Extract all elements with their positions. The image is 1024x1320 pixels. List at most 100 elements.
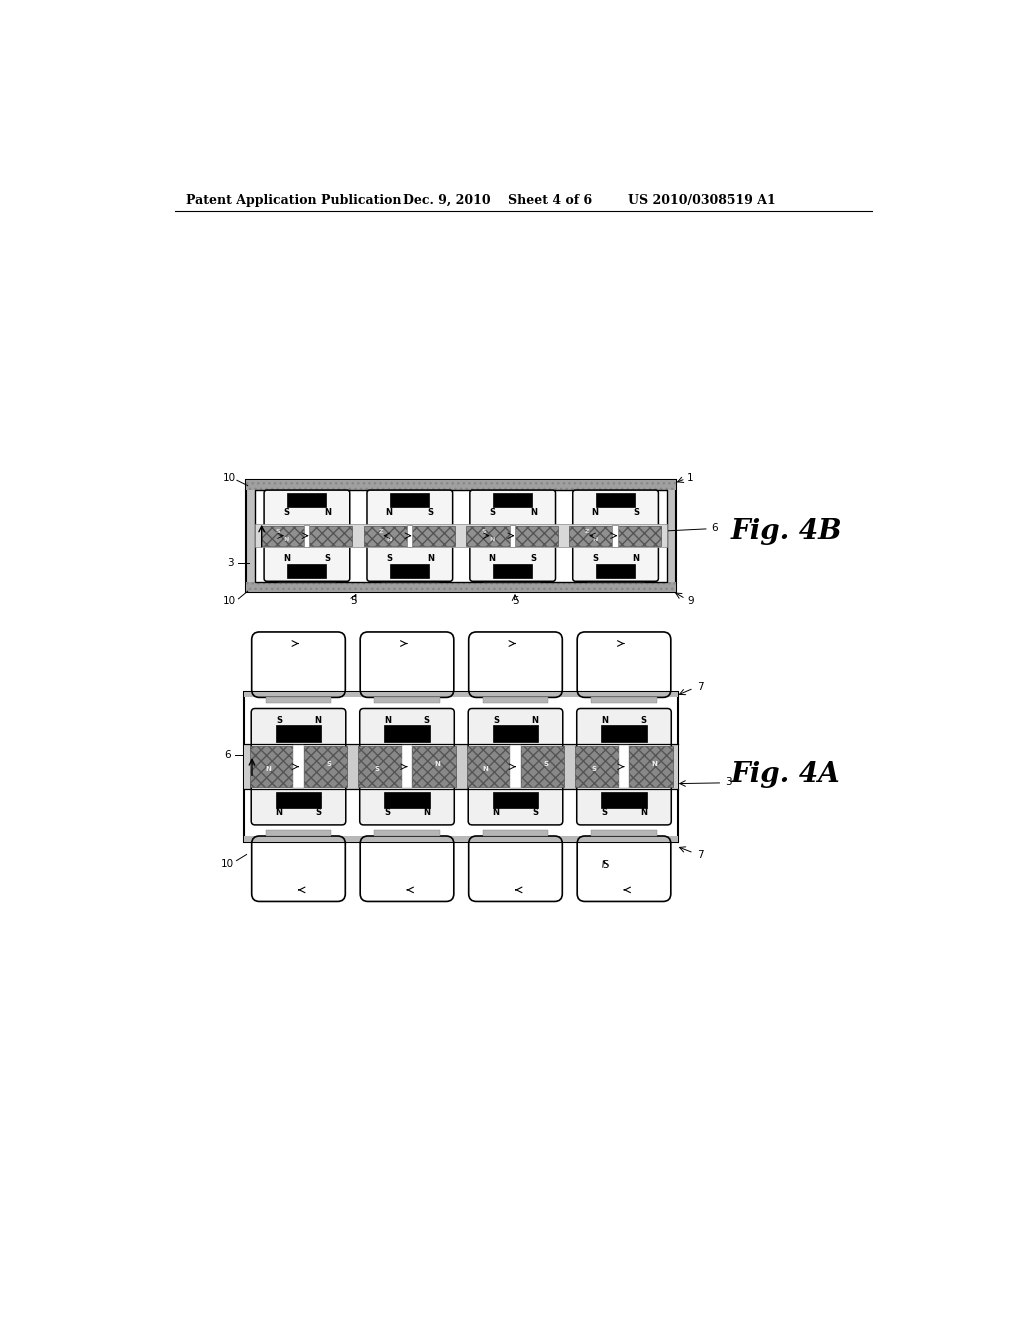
Bar — [250, 747, 293, 787]
Bar — [466, 525, 510, 545]
Text: 7: 7 — [696, 850, 703, 861]
Text: N: N — [493, 808, 500, 817]
Bar — [510, 744, 521, 788]
Text: Dec. 9, 2010: Dec. 9, 2010 — [403, 194, 490, 207]
FancyBboxPatch shape — [367, 490, 453, 536]
Text: 3: 3 — [227, 557, 234, 568]
Bar — [390, 494, 429, 507]
Bar — [575, 747, 618, 787]
Bar — [304, 525, 309, 546]
Text: 1: 1 — [687, 473, 693, 483]
Bar — [612, 525, 617, 546]
Text: 3: 3 — [725, 777, 732, 787]
FancyBboxPatch shape — [470, 490, 556, 536]
Bar — [407, 525, 412, 546]
Bar — [275, 792, 322, 808]
Text: Patent Application Publication: Patent Application Publication — [186, 194, 401, 207]
FancyBboxPatch shape — [572, 536, 658, 581]
Bar — [304, 747, 347, 787]
Text: N: N — [423, 808, 430, 817]
Text: N: N — [324, 508, 331, 517]
Text: S: S — [530, 554, 537, 562]
Bar — [245, 692, 678, 697]
Bar — [390, 564, 429, 578]
Text: S: S — [544, 762, 549, 767]
Bar — [245, 692, 678, 842]
Bar — [384, 792, 430, 808]
Bar — [494, 564, 532, 578]
Text: Z: Z — [585, 529, 589, 535]
FancyBboxPatch shape — [359, 781, 455, 825]
Text: N: N — [651, 762, 657, 767]
FancyBboxPatch shape — [251, 709, 346, 751]
Text: S: S — [276, 715, 282, 725]
Text: N: N — [531, 715, 539, 725]
Text: S: S — [592, 554, 598, 562]
Text: US 2010/0308519 A1: US 2010/0308519 A1 — [628, 194, 775, 207]
Bar — [381, 490, 438, 496]
Bar — [255, 490, 667, 582]
Text: S: S — [374, 766, 379, 772]
Bar — [375, 830, 439, 837]
Text: N: N — [529, 508, 537, 517]
Bar — [266, 697, 331, 704]
Text: N: N — [601, 715, 608, 725]
Text: N: N — [387, 537, 392, 543]
Text: S: S — [424, 715, 429, 725]
Text: 5: 5 — [512, 597, 518, 606]
Text: 6: 6 — [224, 750, 230, 760]
Bar — [493, 792, 539, 808]
Bar — [483, 697, 548, 704]
Bar — [375, 697, 439, 704]
Bar — [413, 747, 456, 787]
Text: N: N — [592, 508, 598, 517]
Text: 5: 5 — [602, 861, 609, 870]
Text: S: S — [427, 508, 433, 517]
Bar — [467, 747, 510, 787]
Text: S: S — [325, 554, 331, 562]
Bar — [618, 744, 630, 788]
Bar — [364, 525, 407, 545]
Bar — [592, 830, 656, 837]
Text: 9: 9 — [687, 597, 693, 606]
FancyBboxPatch shape — [468, 709, 563, 751]
Bar — [401, 744, 413, 788]
Bar — [246, 480, 676, 490]
Bar — [381, 576, 438, 582]
Text: Fig. 4B: Fig. 4B — [730, 519, 842, 545]
FancyBboxPatch shape — [468, 781, 563, 825]
Bar — [601, 725, 647, 742]
FancyBboxPatch shape — [359, 709, 455, 751]
Text: S: S — [284, 508, 290, 517]
Text: 5: 5 — [350, 597, 357, 606]
Bar — [617, 525, 660, 545]
FancyBboxPatch shape — [470, 536, 556, 581]
Text: N: N — [384, 715, 391, 725]
Bar — [592, 697, 656, 704]
FancyBboxPatch shape — [264, 490, 350, 536]
Bar — [596, 494, 635, 507]
Bar — [515, 525, 558, 545]
Bar — [245, 837, 678, 842]
Bar — [601, 792, 647, 808]
Text: 10: 10 — [222, 597, 236, 606]
Bar — [484, 490, 542, 496]
Text: N: N — [265, 766, 271, 772]
Text: N: N — [640, 808, 647, 817]
Bar — [596, 564, 635, 578]
Bar — [246, 480, 676, 591]
Bar — [279, 490, 336, 496]
Text: N: N — [283, 554, 290, 562]
Text: S: S — [641, 715, 646, 725]
Bar — [384, 725, 430, 742]
Text: S: S — [493, 715, 499, 725]
Bar — [521, 747, 564, 787]
Text: S: S — [591, 766, 596, 772]
Bar — [483, 830, 548, 837]
Text: N: N — [593, 537, 598, 543]
Bar — [246, 582, 676, 591]
Text: S: S — [386, 554, 392, 562]
Bar — [358, 747, 401, 787]
Text: Fig. 4A: Fig. 4A — [731, 760, 841, 788]
Bar — [494, 494, 532, 507]
